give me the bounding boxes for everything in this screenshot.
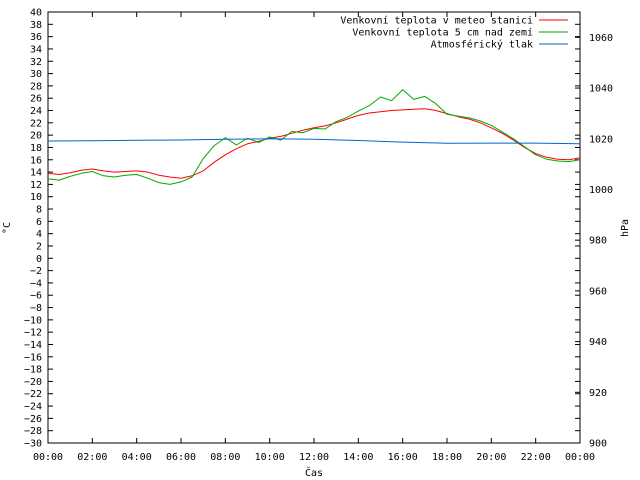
y-tick-label: −4 bbox=[30, 278, 42, 289]
y-tick-label: 40 bbox=[30, 8, 42, 19]
y-tick-label: 32 bbox=[30, 57, 42, 68]
y-tick-label: 34 bbox=[30, 44, 42, 55]
y2-tick-label: 920 bbox=[589, 388, 607, 399]
x-axis-label: Čas bbox=[305, 466, 323, 479]
y-tick-label: 28 bbox=[30, 81, 42, 92]
x-tick-label: 20:00 bbox=[476, 452, 506, 463]
y-axis-ticks: 4038363432302826242220181614121086420−2−… bbox=[24, 8, 580, 450]
y2-tick-label: 1000 bbox=[589, 185, 613, 196]
y2-tick-label: 1020 bbox=[589, 134, 613, 145]
y-tick-label: 2 bbox=[36, 241, 42, 252]
y-tick-label: −8 bbox=[30, 303, 42, 314]
y-tick-label: 20 bbox=[30, 131, 42, 142]
y-tick-label: 18 bbox=[30, 143, 42, 154]
y-tick-label: 26 bbox=[30, 94, 42, 105]
x-tick-label: 08:00 bbox=[210, 452, 240, 463]
y-tick-label: 38 bbox=[30, 20, 42, 31]
y-tick-label: −16 bbox=[24, 352, 42, 363]
series-line-2 bbox=[47, 89, 581, 185]
series-line-1 bbox=[47, 108, 581, 179]
x-axis-ticks: 00:00 02:00 04:00 06:00 08:00 10:00 12:00 14:00… bbox=[33, 12, 595, 463]
y-tick-label: −6 bbox=[30, 291, 42, 302]
y2-tick-label: 900 bbox=[589, 439, 607, 450]
x-tick-label: 12:00 bbox=[299, 452, 329, 463]
legend-label: Venkovní teplota 5 cm nad zemí bbox=[352, 27, 533, 39]
y-tick-label: 10 bbox=[30, 192, 42, 203]
y-tick-label: −24 bbox=[24, 402, 42, 413]
y-tick-label: 6 bbox=[36, 217, 42, 228]
x-tick-label: 14:00 bbox=[343, 452, 373, 463]
y-tick-label: −2 bbox=[30, 266, 42, 277]
y-tick-label: 36 bbox=[30, 32, 42, 43]
x-tick-label: 10:00 bbox=[255, 452, 285, 463]
y-tick-label: −28 bbox=[24, 426, 42, 437]
y-tick-label: −18 bbox=[24, 365, 42, 376]
y-tick-label: −26 bbox=[24, 414, 42, 425]
legend-label: Venkovní teplota v meteo stanici bbox=[340, 15, 533, 27]
series-line-3 bbox=[47, 138, 581, 145]
y-tick-label: 12 bbox=[30, 180, 42, 191]
y2-tick-label: 960 bbox=[589, 286, 607, 297]
y2-tick-label: 980 bbox=[589, 236, 607, 247]
x-tick-label: 22:00 bbox=[521, 452, 551, 463]
y2-tick-label: 1060 bbox=[589, 33, 613, 44]
x-tick-label: 06:00 bbox=[166, 452, 196, 463]
plot-border bbox=[47, 11, 581, 444]
x-tick-label: 18:00 bbox=[432, 452, 462, 463]
y-tick-label: 4 bbox=[36, 229, 42, 240]
x-tick-label: 16:00 bbox=[388, 452, 418, 463]
legend: Venkovní teplota v meteo staniciVenkovní… bbox=[340, 15, 568, 51]
y-tick-label: −20 bbox=[24, 377, 42, 388]
y-axis-label: °C bbox=[2, 222, 13, 234]
x-tick-label: 04:00 bbox=[122, 452, 152, 463]
y-tick-label: 14 bbox=[30, 168, 42, 179]
x-tick-label: 00:00 bbox=[565, 452, 595, 463]
y-tick-label: 0 bbox=[36, 254, 42, 265]
y-tick-label: 16 bbox=[30, 155, 42, 166]
y-tick-label: 24 bbox=[30, 106, 42, 117]
y2-tick-label: 1040 bbox=[589, 84, 613, 95]
y-tick-label: 22 bbox=[30, 118, 42, 129]
y-tick-label: −30 bbox=[24, 439, 42, 450]
y2-axis-ticks: 1060 1040 1020 1000 980 960 940 920 900 bbox=[575, 33, 613, 450]
y-tick-label: 30 bbox=[30, 69, 42, 80]
y-tick-label: −12 bbox=[24, 328, 42, 339]
x-tick-label: 00:00 bbox=[33, 452, 63, 463]
x-tick-label: 02:00 bbox=[77, 452, 107, 463]
y-tick-label: −10 bbox=[24, 315, 42, 326]
y-tick-label: 8 bbox=[36, 205, 42, 216]
series-lines bbox=[47, 89, 581, 185]
y2-axis-label: hPa bbox=[620, 219, 631, 237]
legend-label: Atmosférický tlak bbox=[431, 39, 533, 51]
y2-tick-label: 940 bbox=[589, 337, 607, 348]
y-tick-label: −14 bbox=[24, 340, 42, 351]
y-tick-label: −22 bbox=[24, 389, 42, 400]
